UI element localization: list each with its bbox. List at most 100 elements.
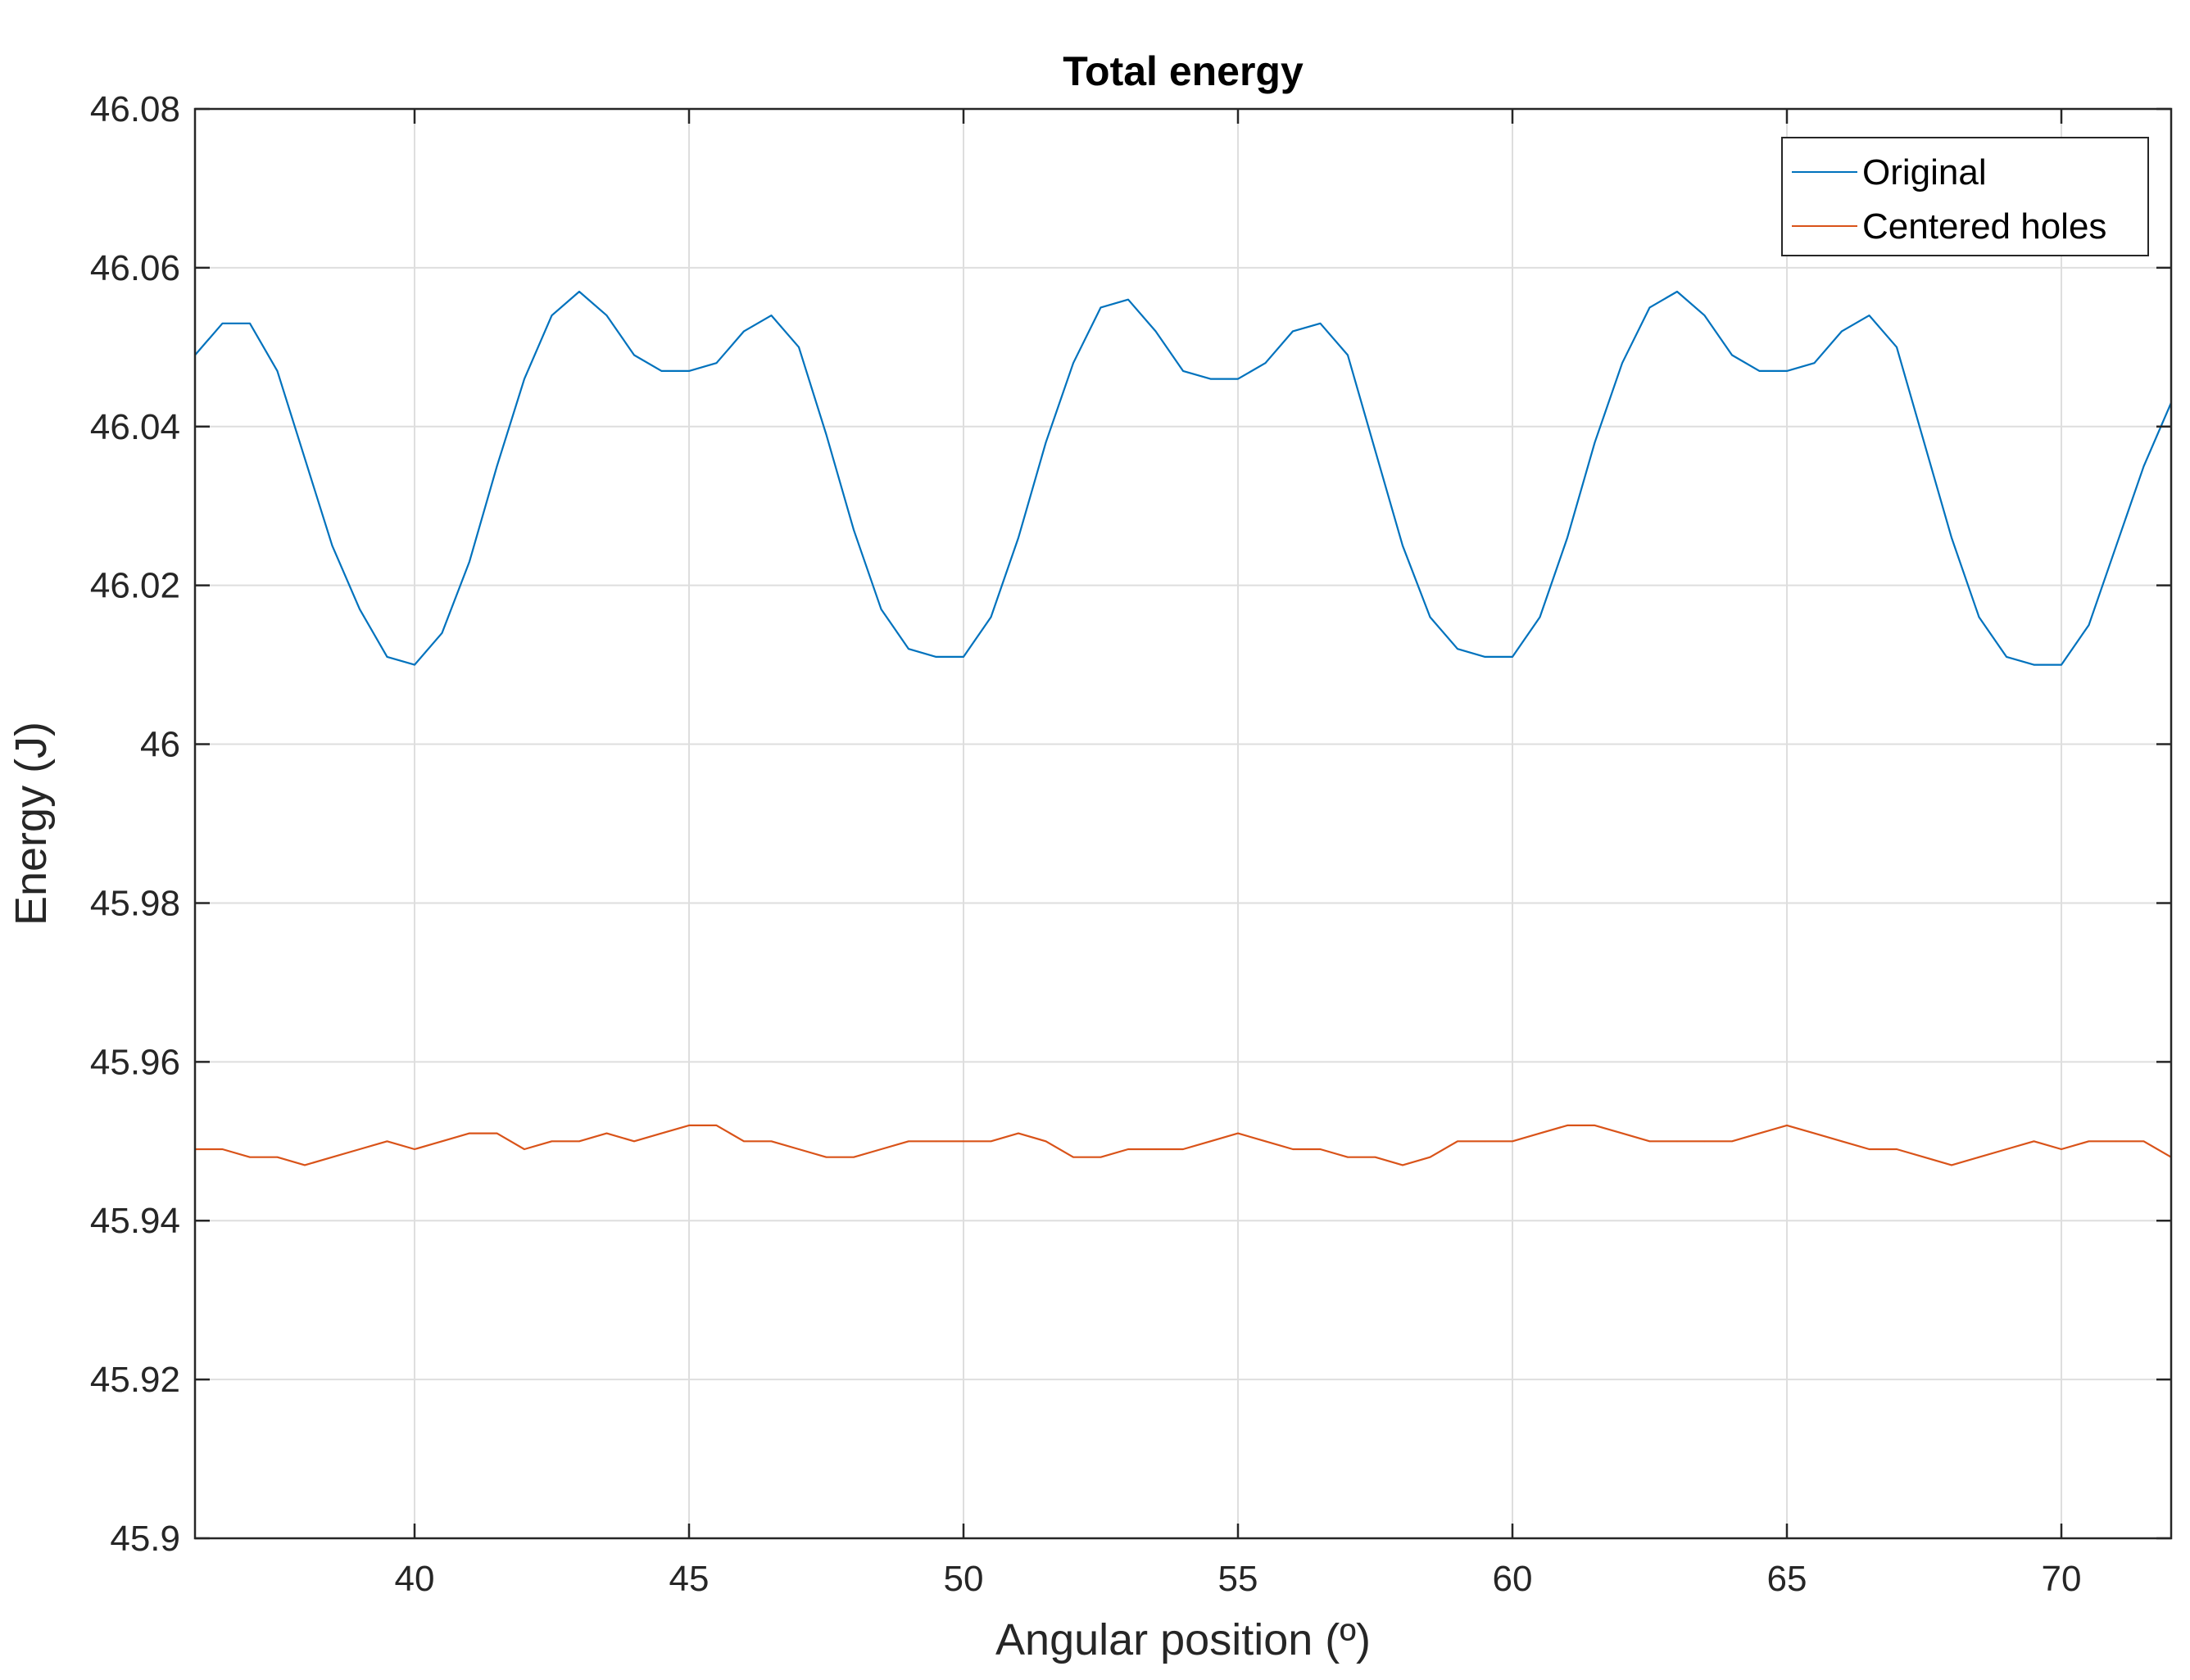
data-point <box>1567 1125 1568 1126</box>
data-point <box>1703 1140 1706 1143</box>
y-tick-label: 45.9 <box>110 1519 180 1559</box>
data-point <box>1154 1148 1157 1150</box>
y-tick-label: 45.94 <box>90 1201 180 1241</box>
data-point <box>1676 1140 1678 1143</box>
y-tick-label: 45.96 <box>90 1042 180 1082</box>
data-point <box>1621 1132 1623 1134</box>
data-point <box>935 1140 937 1143</box>
data-point <box>1100 306 1102 309</box>
data-point <box>1292 1148 1294 1150</box>
data-point <box>1100 1156 1102 1158</box>
data-point <box>1072 362 1074 365</box>
data-point <box>1841 1140 1843 1143</box>
data-point <box>1648 306 1651 309</box>
data-point <box>1374 1156 1376 1158</box>
data-point <box>331 1156 333 1158</box>
x-axis-label: Angular position (º) <box>995 1615 1371 1664</box>
data-point <box>1045 1140 1047 1143</box>
data-point <box>1484 1140 1486 1143</box>
data-point <box>441 632 443 634</box>
x-tick-label: 50 <box>944 1559 984 1599</box>
data-point <box>908 1140 909 1143</box>
data-point <box>496 465 498 468</box>
data-point <box>1429 616 1431 618</box>
y-tick-label: 46.08 <box>90 89 180 129</box>
data-point <box>2088 624 2090 626</box>
y-axis-label: Energy (J) <box>7 722 56 926</box>
data-point <box>743 1140 745 1143</box>
data-point <box>1676 291 1678 292</box>
data-point <box>304 457 306 460</box>
data-point <box>1896 1148 1898 1150</box>
data-point <box>825 433 827 436</box>
data-point <box>963 656 964 658</box>
data-point <box>1731 354 1733 356</box>
data-point <box>551 315 553 316</box>
data-point <box>221 323 224 324</box>
series-original <box>194 290 2173 666</box>
data-point <box>1512 1140 1513 1143</box>
data-point <box>1539 1132 1541 1134</box>
data-point <box>908 648 909 650</box>
data-point <box>496 1132 498 1134</box>
data-point <box>1457 1140 1458 1143</box>
y-tick-labels: 45.9 45.92 45.94 45.96 45.98 46 46.02 46.04 46.0… <box>90 89 180 1559</box>
data-point <box>1841 330 1843 333</box>
data-point <box>414 1148 415 1150</box>
data-point <box>386 1140 388 1143</box>
data-point <box>1347 1156 1349 1158</box>
data-point <box>1868 315 1870 316</box>
data-point <box>2006 1148 2007 1150</box>
data-point <box>688 370 690 372</box>
data-point <box>853 529 855 531</box>
data-point <box>1319 323 1322 324</box>
data-point <box>1868 1148 1870 1150</box>
data-point <box>524 1148 525 1150</box>
data-point <box>605 1132 608 1134</box>
series-layer <box>194 290 2173 1166</box>
data-point <box>715 1125 718 1126</box>
data-point <box>880 608 882 610</box>
data-point <box>386 656 388 658</box>
data-point <box>304 1164 306 1166</box>
series-centered-holes <box>194 1124 2172 1166</box>
data-point <box>331 545 333 546</box>
data-point <box>1127 1148 1129 1150</box>
data-point <box>963 1140 964 1143</box>
legend: Original Centered holes <box>1781 137 2149 256</box>
data-point <box>221 1148 224 1150</box>
data-point <box>715 362 718 365</box>
x-tick-label: 55 <box>1218 1559 1258 1599</box>
data-point <box>1182 1148 1184 1150</box>
data-point <box>1758 1132 1761 1134</box>
data-point <box>1951 537 1952 539</box>
data-point <box>469 1132 470 1134</box>
data-point <box>469 560 470 563</box>
data-point <box>1402 545 1403 546</box>
axes-box <box>193 107 2173 1540</box>
data-point <box>414 663 415 666</box>
data-point <box>551 1140 553 1143</box>
data-point <box>1374 450 1376 451</box>
data-point <box>1594 442 1596 443</box>
data-point <box>1182 370 1184 372</box>
y-tick-label: 46.04 <box>90 407 180 447</box>
x-tick-label: 60 <box>1493 1559 1533 1599</box>
x-tick-labels: 40 45 50 55 60 65 70 <box>395 1559 2082 1599</box>
data-point <box>2142 1140 2145 1143</box>
data-point <box>1567 537 1568 539</box>
x-tick-label: 70 <box>2042 1559 2082 1599</box>
y-tick-label: 45.92 <box>90 1360 180 1400</box>
data-point <box>1978 616 1980 618</box>
data-point <box>2088 1140 2090 1143</box>
data-point <box>1731 1140 1733 1143</box>
data-point <box>578 1140 580 1143</box>
data-point <box>1484 656 1486 658</box>
data-point <box>249 1156 251 1158</box>
data-point <box>1347 354 1349 356</box>
data-point <box>359 1148 360 1150</box>
data-point <box>2115 1140 2117 1143</box>
data-point <box>605 315 608 316</box>
data-point <box>276 1156 279 1158</box>
